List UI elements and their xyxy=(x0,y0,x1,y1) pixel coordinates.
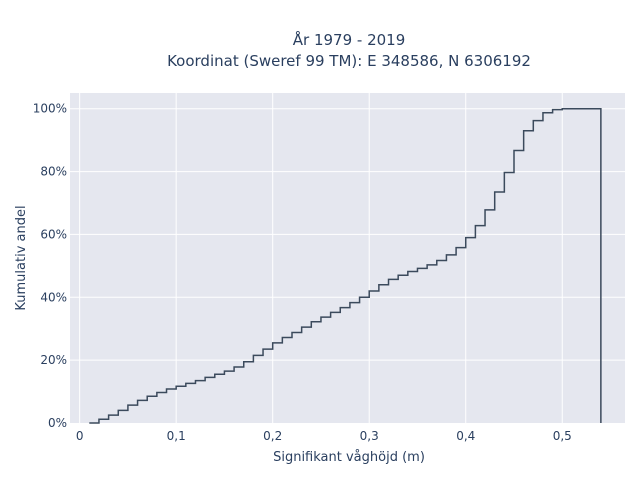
x-tick-label: 0,3 xyxy=(360,429,379,443)
y-tick-label: 80% xyxy=(40,165,67,179)
plot-area xyxy=(70,93,625,423)
y-tick-label: 60% xyxy=(40,227,67,241)
cumulative-step-line xyxy=(89,107,602,424)
x-axis-title: Signifikant våghöjd (m) xyxy=(273,450,425,465)
chart-title: År 1979 - 2019 xyxy=(293,30,406,49)
chart-subtitle: Koordinat (Sweref 99 TM): E 348586, N 63… xyxy=(167,52,531,70)
series-layer xyxy=(89,107,602,424)
x-tick-label: 0,2 xyxy=(263,429,282,443)
grid-lines xyxy=(70,93,625,423)
x-tick-label: 0,5 xyxy=(553,429,572,443)
y-tick-label: 20% xyxy=(40,353,67,367)
x-tick-label: 0 xyxy=(76,429,84,443)
x-tick-label: 0,4 xyxy=(456,429,475,443)
y-tick-label: 100% xyxy=(33,102,67,116)
y-tick-label: 0% xyxy=(48,416,67,430)
x-tick-label: 0,1 xyxy=(167,429,186,443)
y-axis-title: Kumulativ andel xyxy=(14,205,29,310)
tick-labels: 0 0,1 0,2 0,3 0,4 0,5 0% 20% 40% 60% 80% 100% xyxy=(33,102,572,443)
y-tick-label: 40% xyxy=(40,290,67,304)
